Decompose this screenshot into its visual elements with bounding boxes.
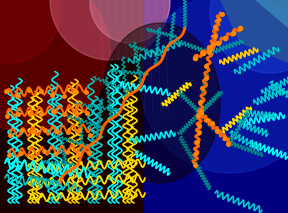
Circle shape xyxy=(210,0,288,73)
Circle shape xyxy=(90,0,170,43)
Ellipse shape xyxy=(100,23,220,183)
Polygon shape xyxy=(144,0,288,213)
Circle shape xyxy=(0,0,60,63)
Polygon shape xyxy=(0,0,144,213)
Polygon shape xyxy=(255,0,288,28)
Circle shape xyxy=(140,0,288,173)
Polygon shape xyxy=(220,0,288,63)
Circle shape xyxy=(50,0,170,60)
Circle shape xyxy=(0,0,110,133)
